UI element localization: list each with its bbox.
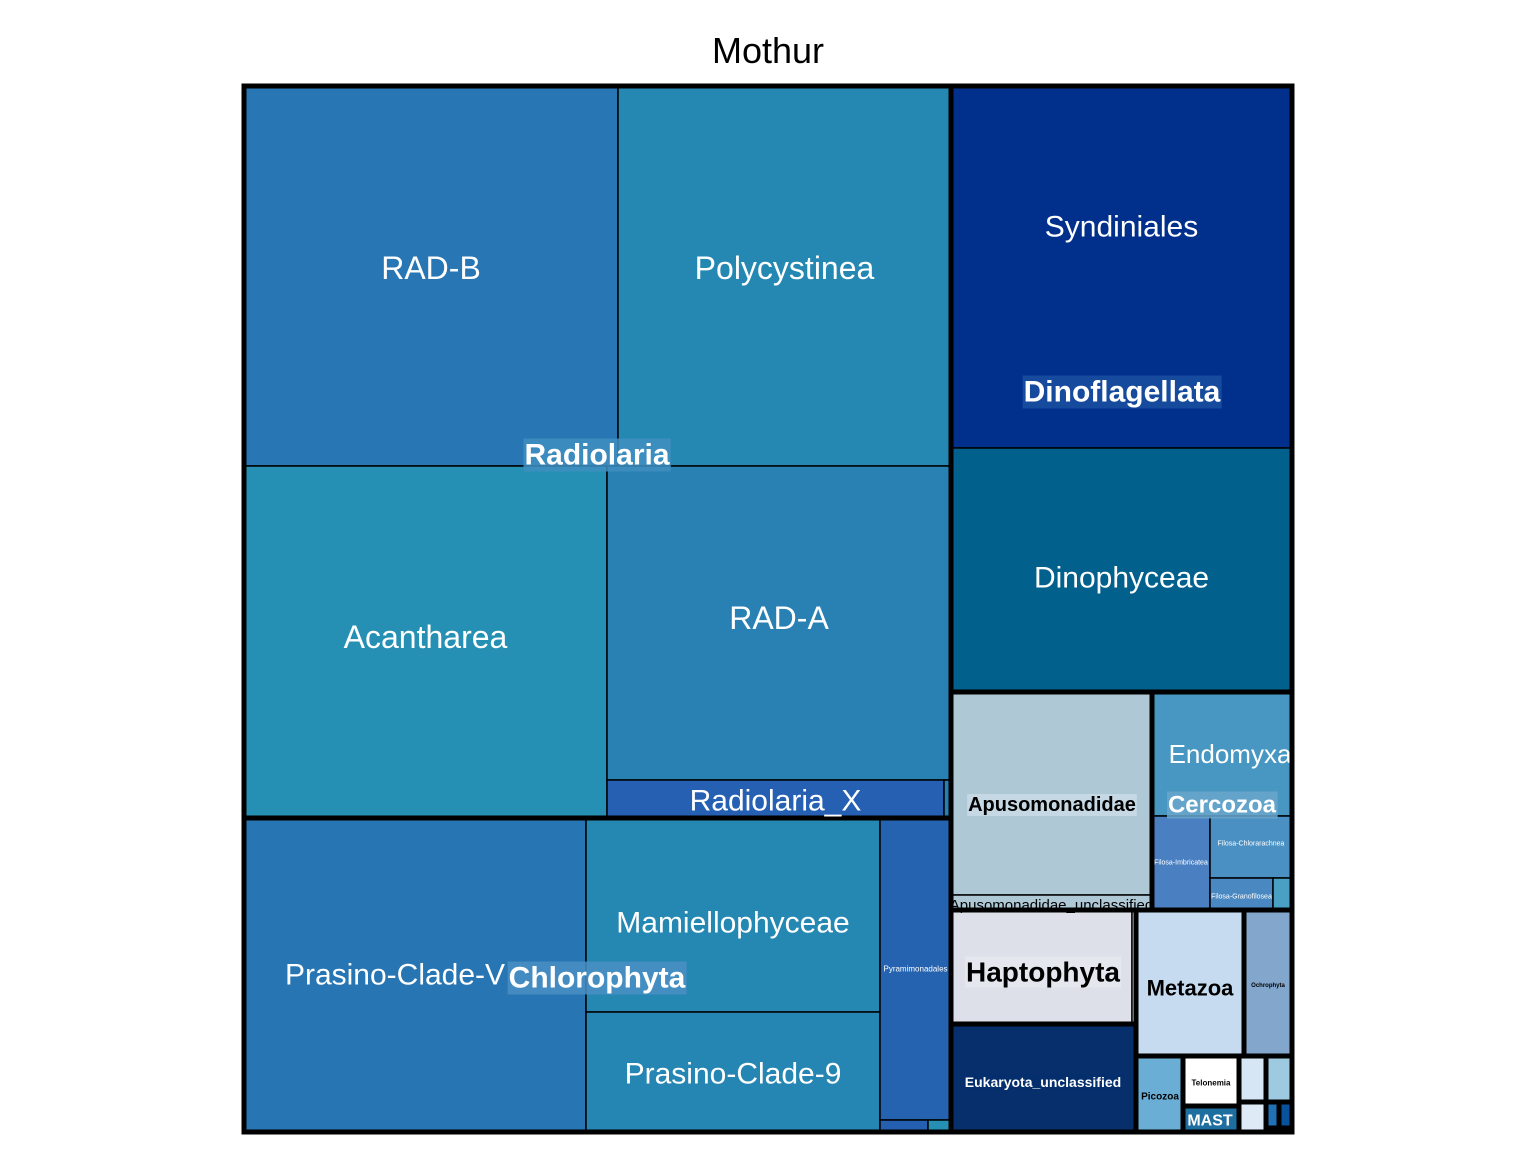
group-label-bg: [1166, 791, 1278, 819]
tile-label-pyramimonadales: Pyramimonadales: [883, 965, 947, 974]
svg-text:Radiolaria: Radiolaria: [524, 439, 669, 472]
svg-text:Haptophyta: Haptophyta: [966, 957, 1120, 988]
svg-text:Dinoflagellata: Dinoflagellata: [1024, 376, 1221, 409]
svg-text:Picozoa: Picozoa: [1141, 1092, 1179, 1103]
svg-text:Ochrophyta: Ochrophyta: [1251, 983, 1285, 989]
group-label-picozoa: Picozoa: [1140, 1091, 1181, 1103]
group-label-eukaryota-unclassified: Eukaryota_unclassified: [963, 1074, 1123, 1090]
tile-g3-s0: [950, 691, 1153, 896]
group-label-ochrophyta: Ochrophyta: [1250, 983, 1287, 989]
group-label-bg: [967, 794, 1137, 816]
tile-label-mamiellophyceae: Mamiellophyceae: [616, 907, 849, 940]
tile-filosa-chlorarachnea: [1209, 815, 1293, 879]
tile-label-rad-a: RAD-A: [729, 600, 829, 636]
svg-text:Metazoa: Metazoa: [1147, 976, 1235, 1001]
tile-prasino-clade-9: [585, 1011, 881, 1133]
tile-label-dinophyceae: Dinophyceae: [1034, 562, 1209, 595]
tile-label-acantharea: Acantharea: [344, 619, 508, 655]
group-label-bg: [965, 956, 1122, 988]
svg-text:Eukaryota_unclassified: Eukaryota_unclassified: [965, 1074, 1121, 1090]
tile-filosa-imbricatea: [1151, 815, 1211, 911]
tile-label-prasino-clade-9: Prasino-Clade-9: [625, 1058, 842, 1091]
tile-g14-s0: [1238, 1101, 1267, 1133]
tile-label-apusomonadidae-unclassified: Apusomonadidae_unclassified: [950, 897, 1153, 914]
treemap-tiles: [243, 85, 1293, 1133]
group-label-bg: [523, 438, 671, 472]
tile-g12-s0: [1238, 1055, 1267, 1103]
group-label-bg: [1022, 375, 1222, 409]
tile-rad-b: [243, 85, 619, 467]
tile-label-syndiniales: Syndiniales: [1045, 211, 1198, 244]
group-label-bg: [963, 1074, 1123, 1090]
tile-acantharea: [243, 465, 608, 819]
group-label-dinoflagellata: Dinoflagellata: [1022, 375, 1222, 409]
group-label-bg: [1186, 1112, 1234, 1130]
svg-text:Cercozoa: Cercozoa: [1168, 792, 1277, 819]
tile-rad-a: [606, 465, 952, 781]
treemap-group-labels: Radiolaria Dinoflagellata Chlorophyta Apuso…: [507, 375, 1287, 1130]
tile-dinophyceae: [950, 447, 1293, 693]
group-label-bg: [1140, 1091, 1181, 1103]
treemap-tile-labels: RAD-B Polycystinea Acantharea RAD-A Radiolar…: [285, 211, 1292, 1091]
tile-label-rad-b: RAD-B: [381, 250, 481, 286]
group-label-bg: [1190, 1078, 1233, 1088]
group-label-radiolaria: Radiolaria: [523, 438, 671, 472]
svg-text:Apusomonadidae: Apusomonadidae: [968, 794, 1136, 816]
group-label-mast: MAST: [1186, 1112, 1234, 1130]
tile-filosa-granofilosea: [1209, 877, 1274, 911]
tile-label-filosa-imbricatea: Filosa-Imbricatea: [1154, 860, 1208, 867]
tile-label-radiolaria-x: Radiolaria_X: [690, 785, 862, 818]
chart-title: Mothur: [711, 30, 825, 71]
tile-label-prasino-clade-v: Prasino-Clade-V: [285, 959, 505, 992]
svg-text:MAST: MAST: [1187, 1113, 1233, 1130]
tile-label-filosa-chlorarachnea: Filosa-Chlorarachnea: [1218, 841, 1285, 848]
tile-label-filosa-granofilosea: Filosa-Granofilosea: [1211, 894, 1272, 901]
group-label-metazoa: Metazoa: [1145, 975, 1236, 1001]
tile-label-endomyxa: Endomyxa: [1169, 739, 1292, 769]
svg-text:Chlorophyta: Chlorophyta: [509, 962, 686, 995]
tile-g13-s0: [1265, 1055, 1293, 1103]
group-label-bg: [1250, 983, 1287, 989]
svg-text:Telonemia: Telonemia: [1192, 1079, 1232, 1088]
tile-pyramimonadales: [879, 817, 952, 1121]
group-label-cercozoa: Cercozoa: [1166, 791, 1278, 819]
tile-label-polycystinea: Polycystinea: [695, 250, 875, 286]
treemap-outer-border: [241, 83, 1295, 1135]
group-label-apusomonadidae: Apusomonadidae: [967, 794, 1137, 816]
group-label-telonemia: Telonemia: [1190, 1078, 1233, 1088]
tile-g4-s4: [1272, 877, 1293, 911]
group-label-bg: [507, 961, 687, 995]
group-label-chlorophyta: Chlorophyta: [507, 961, 687, 995]
group-label-bg: [1145, 975, 1236, 1001]
group-label-haptophyta: Haptophyta: [965, 956, 1122, 988]
